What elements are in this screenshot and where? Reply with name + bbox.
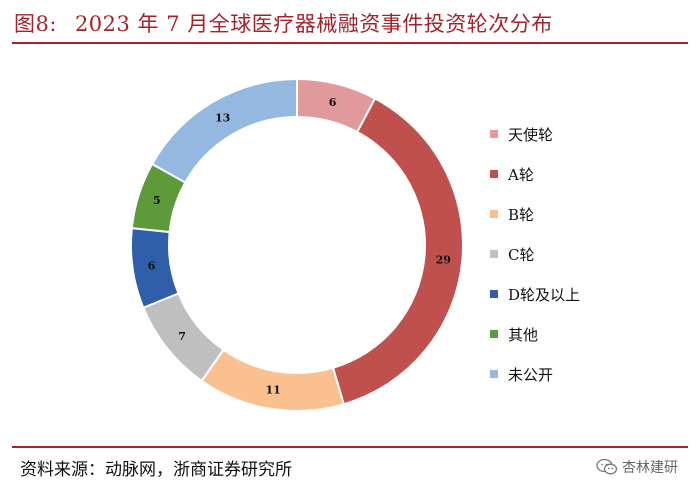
legend-label: 天使轮 (508, 125, 554, 144)
figure-title: 图8: 2023 年 7 月全球医疗器械融资事件投资轮次分布 (14, 8, 553, 38)
legend-item: D轮及以上 (490, 284, 680, 304)
chart-legend: 天使轮 A轮 B轮 C轮 D轮及以上其他未公开 (490, 124, 680, 404)
segment-value-label: 29 (436, 253, 451, 266)
legend-label: 其他 (508, 325, 539, 344)
donut-segment-3 (200, 348, 346, 412)
legend-swatch (490, 250, 498, 258)
legend-item: B轮 (490, 204, 680, 224)
figure-title-text: 2023 年 7 月全球医疗器械融资事件投资轮次分布 (74, 12, 553, 36)
figure-label: 图8: (14, 12, 57, 36)
legend-item: A轮 (490, 164, 680, 184)
segment-value-label: 13 (215, 112, 230, 125)
legend-item: 其他 (490, 324, 680, 344)
wechat-icon (596, 458, 618, 475)
segment-value-label: 6 (148, 259, 156, 272)
legend-item: C轮 (490, 244, 680, 264)
legend-swatch (490, 290, 498, 298)
donut-segment-2 (331, 97, 464, 406)
segment-value-label: 5 (153, 194, 161, 207)
segment-value-label: 6 (329, 96, 337, 109)
legend-label: D轮及以上 (508, 285, 581, 304)
legend-item: 未公开 (490, 364, 680, 384)
legend-label: B轮 (508, 205, 535, 224)
footer-divider (12, 446, 688, 448)
legend-label: C轮 (508, 245, 535, 264)
legend-swatch (490, 210, 498, 218)
legend-swatch (490, 130, 498, 138)
legend-swatch (490, 170, 498, 178)
segment-value-label: 11 (265, 384, 280, 397)
source-note: 资料来源：动脉网，浙商证券研究所 (20, 460, 292, 480)
legend-swatch (490, 330, 498, 338)
watermark: 杏林建研 (596, 455, 678, 479)
legend-label: 未公开 (508, 365, 554, 384)
title-divider (12, 42, 688, 44)
donut-segment-7 (150, 77, 298, 184)
segment-value-label: 7 (178, 330, 186, 343)
legend-item: 天使轮 (490, 124, 680, 144)
watermark-text: 杏林建研 (622, 460, 678, 476)
legend-swatch (490, 370, 498, 378)
legend-label: A轮 (508, 165, 534, 184)
